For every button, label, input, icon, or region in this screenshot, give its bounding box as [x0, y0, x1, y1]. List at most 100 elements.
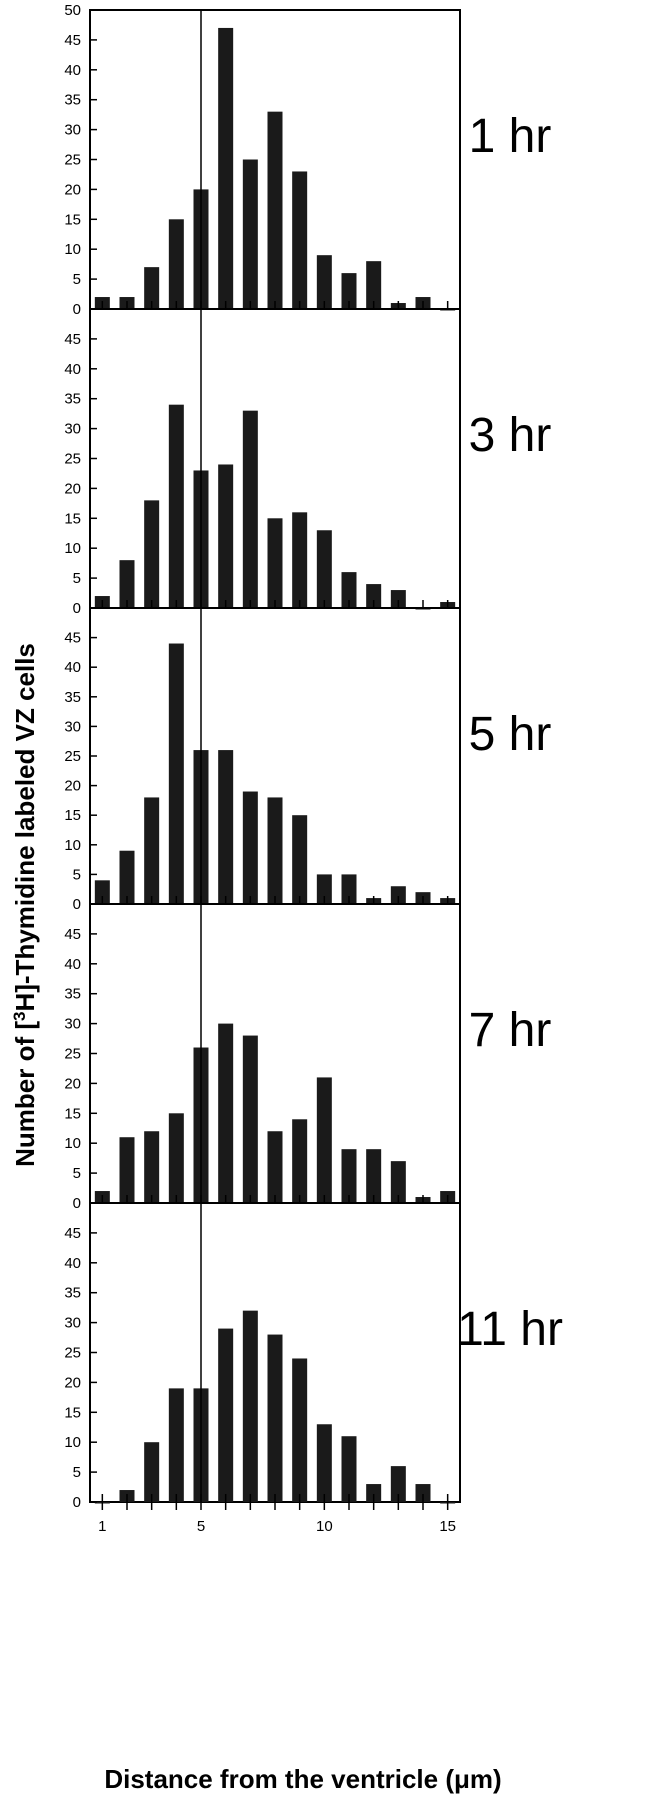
y-tick-label: 5 — [73, 1165, 81, 1182]
bar — [168, 643, 184, 904]
panel-label: 5 hr — [469, 708, 552, 761]
x-axis-title: Distance from the ventricle (μm) — [104, 1764, 501, 1794]
bar — [415, 1484, 431, 1502]
y-tick-label: 10 — [64, 837, 81, 854]
bar — [144, 500, 160, 608]
y-tick-label: 5 — [73, 866, 81, 883]
y-tick-label: 15 — [64, 1404, 81, 1421]
bar — [316, 1424, 332, 1502]
panel-label: 11 hr — [457, 1303, 563, 1356]
y-tick-label: 35 — [64, 1285, 81, 1302]
bar — [316, 255, 332, 309]
bar — [119, 1137, 135, 1203]
y-tick-label: 35 — [64, 92, 81, 109]
bar — [292, 815, 308, 904]
bar — [267, 797, 283, 904]
y-tick-label: 20 — [64, 1374, 81, 1391]
y-tick-label: 30 — [64, 421, 81, 438]
y-tick-label: 30 — [64, 1016, 81, 1033]
y-tick-label: 25 — [64, 152, 81, 169]
bar — [390, 1161, 406, 1203]
bar — [341, 874, 357, 904]
bar — [168, 1113, 184, 1203]
bar — [144, 1131, 160, 1203]
bar — [168, 219, 184, 309]
x-tick-label: 1 — [98, 1518, 106, 1535]
bar — [267, 1334, 283, 1502]
x-tick-label: 10 — [316, 1518, 333, 1535]
y-tick-label: 35 — [64, 391, 81, 408]
y-tick-label: 10 — [64, 241, 81, 258]
bar — [390, 1466, 406, 1502]
y-tick-label: 45 — [64, 32, 81, 49]
x-tick-label: 5 — [197, 1518, 205, 1535]
y-axis-title-prefix: Number of [ — [10, 1021, 40, 1167]
y-tick-label: 5 — [73, 271, 81, 288]
y-tick-label: 20 — [64, 480, 81, 497]
bar — [242, 1035, 258, 1203]
bar — [119, 560, 135, 608]
y-axis-title-superscript: 3 — [10, 1012, 29, 1021]
bar — [267, 111, 283, 309]
y-tick-label: 30 — [64, 718, 81, 735]
y-tick-label: 10 — [64, 1434, 81, 1451]
y-tick-label: 0 — [73, 1494, 81, 1511]
y-tick-label: 10 — [64, 1135, 81, 1152]
panel-2: 0 5 10 15 20 25 30 35 40 45 3 hr — [64, 308, 551, 617]
bar — [341, 1149, 357, 1203]
bar — [144, 267, 160, 309]
x-tick-label: 15 — [439, 1518, 456, 1535]
y-tick-label: 5 — [73, 1464, 81, 1481]
bar — [292, 1119, 308, 1203]
y-axis-title: Number of [3H]-Thymidine labeled VZ cell… — [10, 643, 40, 1167]
panel-1: 0 5 10 15 20 25 30 35 40 45 50 1 hr — [64, 2, 551, 318]
bar — [366, 1484, 382, 1502]
y-tick-label: 45 — [64, 1225, 81, 1242]
bar — [168, 404, 184, 608]
panel-3: 0 5 10 15 20 25 30 35 40 45 5 hr — [64, 607, 552, 913]
bar — [267, 1131, 283, 1203]
panel-5: 0 5 10 15 20 25 30 35 40 45 11 hr — [64, 1202, 563, 1511]
y-tick-label: 40 — [64, 361, 81, 378]
bar — [366, 261, 382, 309]
bar — [242, 791, 258, 904]
y-tick-label: 5 — [73, 570, 81, 587]
y-tick-label: 20 — [64, 778, 81, 795]
bar — [316, 1077, 332, 1203]
bar — [218, 750, 234, 904]
y-tick-label: 45 — [64, 331, 81, 348]
bar — [366, 1149, 382, 1203]
panel-label: 7 hr — [469, 1004, 552, 1057]
bar — [218, 1023, 234, 1203]
bar — [242, 410, 258, 608]
bar — [316, 530, 332, 608]
y-tick-label: 15 — [64, 510, 81, 527]
shared-x-axis: 1 5 10 15 — [98, 1502, 456, 1535]
y-tick-label: 25 — [64, 451, 81, 468]
bar — [390, 886, 406, 904]
bar — [94, 880, 110, 904]
y-tick-label: 25 — [64, 748, 81, 765]
y-tick-label: 15 — [64, 807, 81, 824]
bar — [242, 159, 258, 309]
y-tick-label: 20 — [64, 181, 81, 198]
bar — [218, 1328, 234, 1502]
y-axis-title-suffix: H]-Thymidine labeled VZ cells — [10, 643, 40, 1011]
y-tick-label: 40 — [64, 62, 81, 79]
bar — [292, 171, 308, 309]
bar — [144, 1442, 160, 1502]
bar — [292, 512, 308, 608]
bar — [218, 27, 234, 309]
y-tick-label: 0 — [73, 301, 81, 318]
bar — [218, 464, 234, 608]
y-tick-label: 20 — [64, 1075, 81, 1092]
bar — [316, 874, 332, 904]
y-tick-label: 35 — [64, 689, 81, 706]
bar — [242, 1310, 258, 1502]
bar — [341, 273, 357, 309]
bar — [366, 584, 382, 608]
y-tick-label: 45 — [64, 926, 81, 943]
bar — [144, 797, 160, 904]
y-tick-label: 40 — [64, 1255, 81, 1272]
bar — [119, 850, 135, 904]
